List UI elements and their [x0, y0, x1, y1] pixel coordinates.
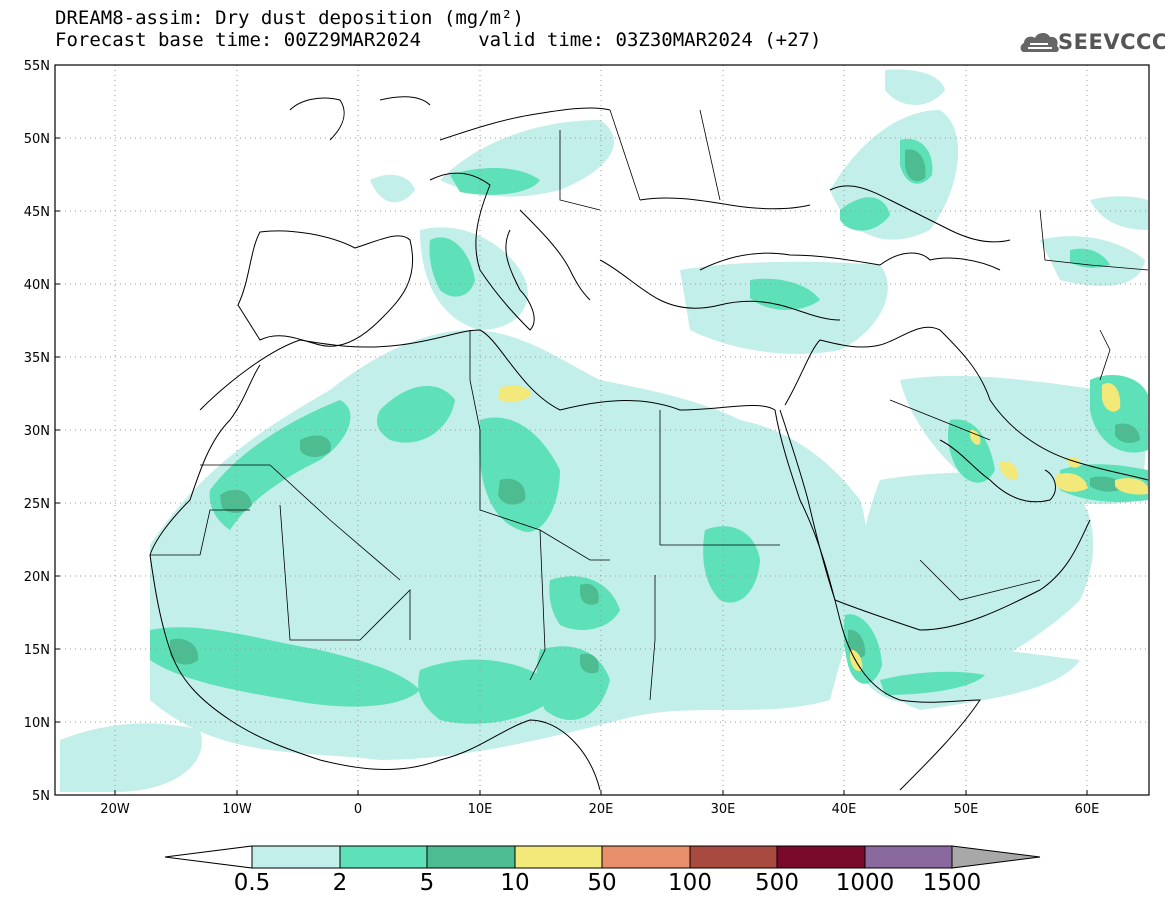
colorbar-label-3: 10 — [500, 870, 530, 896]
lon-label-0: 0 — [354, 802, 362, 817]
colorbar-box-6 — [776, 845, 866, 869]
lat-label-40n: 40N — [24, 278, 50, 293]
colorbar-under-arrow — [164, 845, 253, 869]
colorbar-box-4 — [601, 845, 691, 869]
colorbar-label-6: 500 — [755, 870, 799, 896]
lat-label-45n: 45N — [24, 205, 50, 220]
country-borders — [150, 109, 1149, 701]
colorbar-box-2 — [426, 845, 516, 869]
lat-label-35n: 35N — [24, 351, 50, 366]
colorbar-label-4: 50 — [587, 870, 617, 896]
lat-label-30n: 30N — [24, 424, 50, 439]
map-subtitle: Forecast base time: 00Z29MAR2024 valid t… — [55, 29, 822, 51]
colorbar-label-1: 2 — [332, 870, 348, 896]
lon-label-30e: 30E — [711, 802, 736, 817]
lon-label-40e: 40E — [832, 802, 857, 817]
colorbar-box-1 — [339, 845, 428, 869]
logo-text: SEEVCCC — [1058, 30, 1165, 54]
colorbar-label-0: 0.5 — [233, 870, 271, 896]
colorbar-label-7: 1000 — [835, 870, 895, 896]
lat-label-15n: 15N — [24, 643, 50, 658]
lat-label-20n: 20N — [24, 570, 50, 585]
coastlines — [149, 96, 1149, 791]
lat-label-5n: 5N — [32, 789, 50, 804]
colorbar-over-arrow — [951, 845, 1041, 869]
lon-label-20w: 20W — [100, 802, 130, 817]
lon-label-10e: 10E — [468, 802, 493, 817]
lat-label-55n: 55N — [24, 59, 50, 74]
colorbar-label-5: 100 — [668, 870, 712, 896]
lat-label-25n: 25N — [24, 497, 50, 512]
colorbar-box-0 — [251, 845, 341, 869]
colorbar-label-8: 1500 — [922, 870, 982, 896]
dust-field — [60, 69, 1148, 792]
colorbar-label-2: 5 — [419, 870, 435, 896]
axis-ticks — [55, 64, 1088, 796]
lon-label-60e: 60E — [1075, 802, 1100, 817]
colorbar — [164, 845, 1041, 869]
lon-label-10w: 10W — [222, 802, 252, 817]
colorbar-box-3 — [514, 845, 603, 869]
colorbar-box-5 — [689, 845, 778, 869]
lat-label-10n: 10N — [24, 716, 50, 731]
map-title: DREAM8-assim: Dry dust deposition (mg/m²… — [55, 7, 524, 29]
cloud-logo-icon — [1020, 32, 1059, 52]
lon-label-20e: 20E — [589, 802, 614, 817]
lon-label-50e: 50E — [954, 802, 979, 817]
colorbar-box-7 — [864, 845, 953, 869]
lat-label-50n: 50N — [24, 132, 50, 147]
